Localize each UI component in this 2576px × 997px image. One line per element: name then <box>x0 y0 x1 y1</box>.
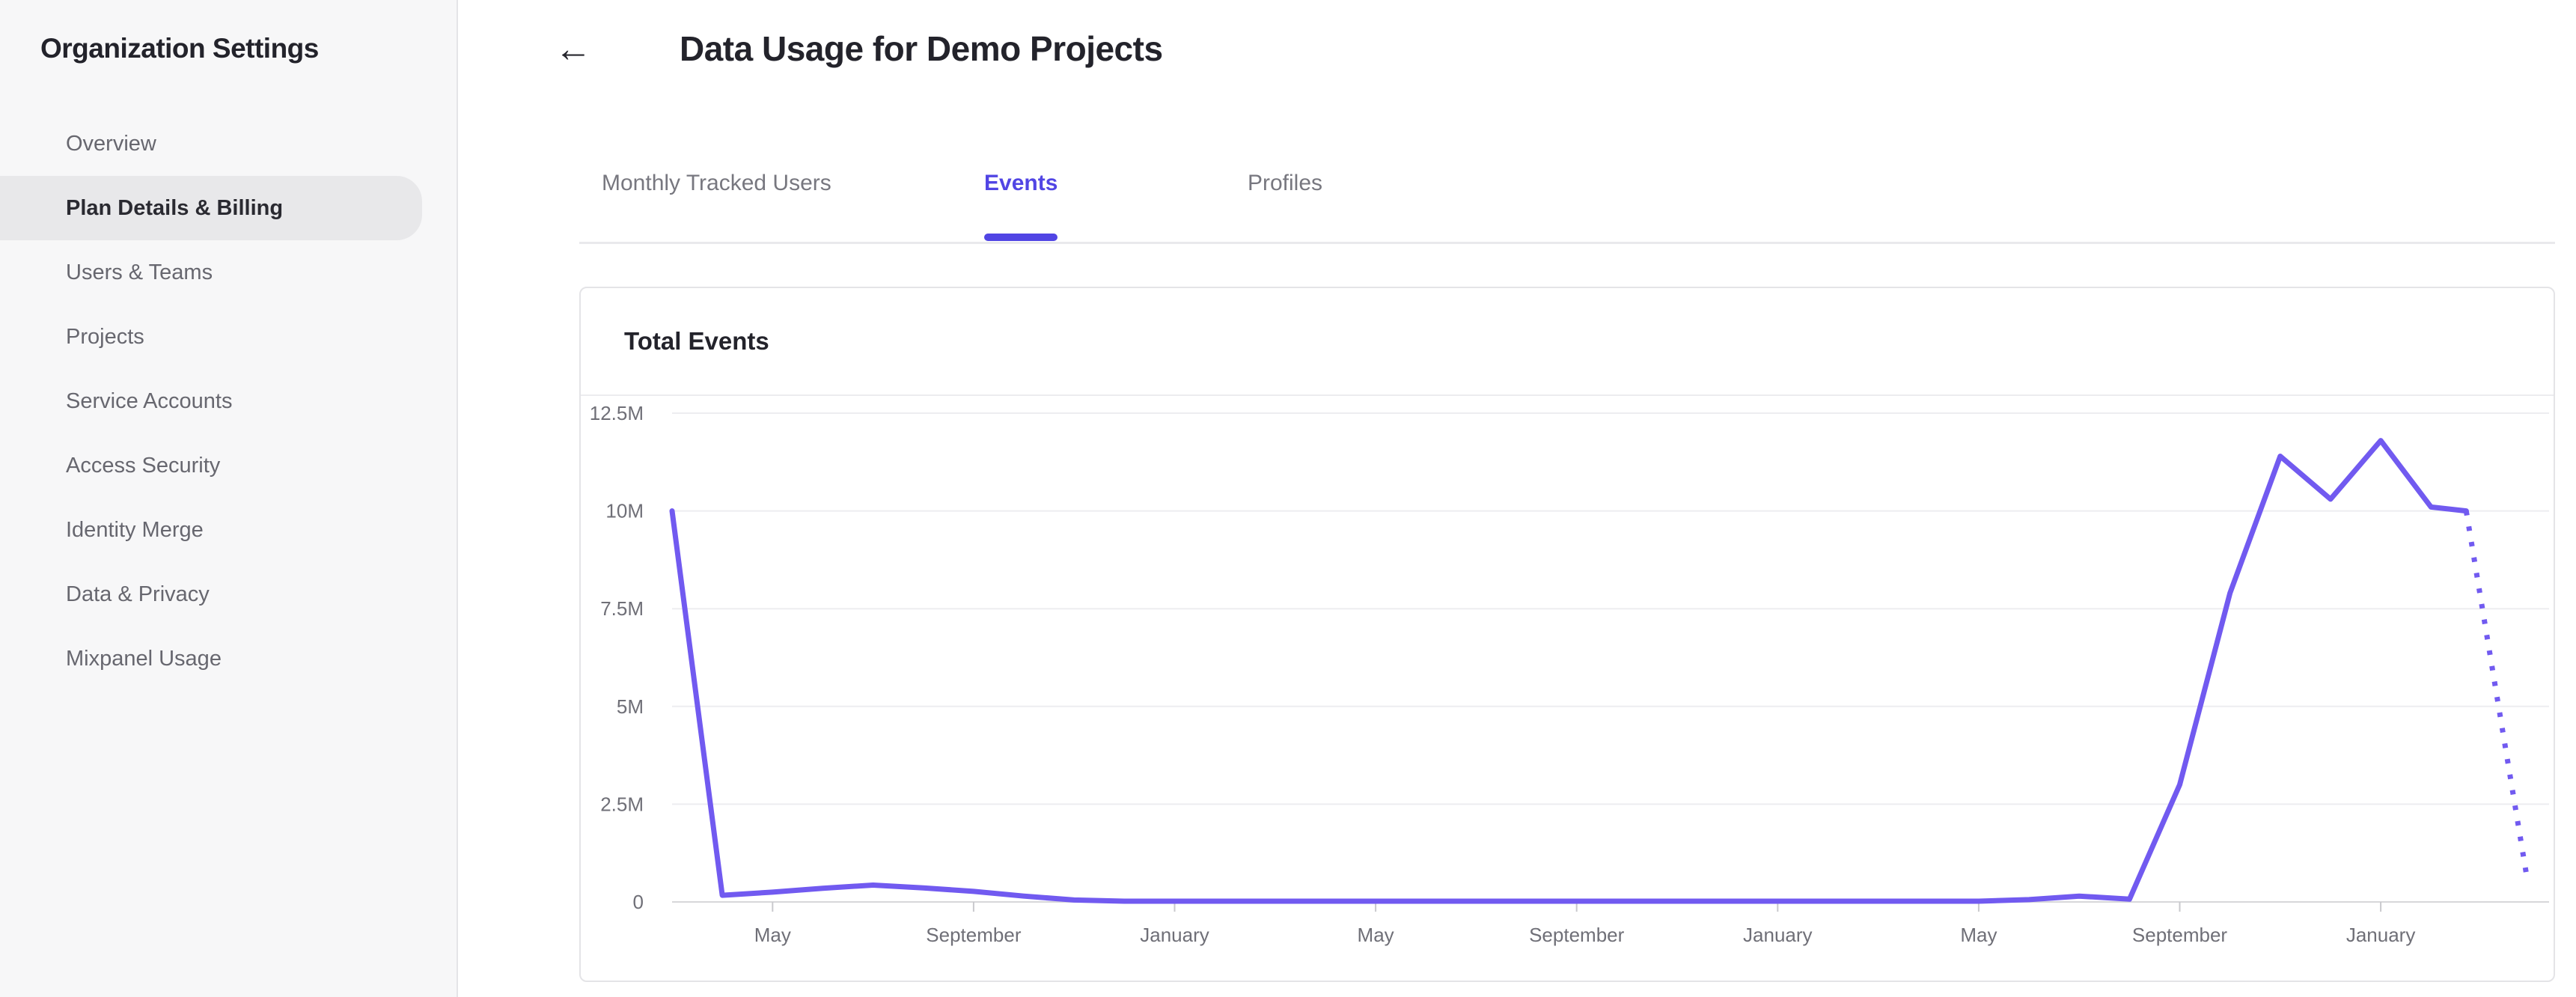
svg-text:10M: 10M <box>605 500 644 522</box>
svg-text:May: May <box>754 924 791 946</box>
sidebar-item-mixpanel-usage[interactable]: Mixpanel Usage <box>0 626 458 691</box>
sidebar-item-data-privacy[interactable]: Data & Privacy <box>0 562 458 626</box>
total-events-projection-dotted-line <box>2463 510 2530 875</box>
svg-text:September: September <box>2132 924 2228 946</box>
svg-text:January: January <box>1743 924 1813 946</box>
svg-text:September: September <box>1529 924 1625 946</box>
sidebar-nav: Overview Plan Details & Billing Users & Te… <box>0 112 458 691</box>
svg-text:May: May <box>1960 924 1997 946</box>
y-axis-labels: 0 2.5M 5M 7.5M 10M 12.5M <box>590 402 644 913</box>
tab-monthly-tracked-users[interactable]: Monthly Tracked Users <box>602 171 831 195</box>
sidebar-item-label: Data & Privacy <box>66 582 210 606</box>
total-events-line <box>669 438 2469 904</box>
sidebar-item-label: Identity Merge <box>66 517 204 542</box>
gridlines <box>672 412 2549 903</box>
sidebar-item-label: Mixpanel Usage <box>66 646 222 671</box>
sidebar-item-label: Overview <box>66 131 156 156</box>
svg-text:7.5M: 7.5M <box>600 597 644 620</box>
tab-events[interactable]: Events <box>984 171 1058 195</box>
card-title: Total Events <box>624 327 769 355</box>
sidebar-item-label: Plan Details & Billing <box>66 195 284 220</box>
x-axis-labels: May September January May September January Ma… <box>754 924 2416 946</box>
sidebar-item-users-teams[interactable]: Users & Teams <box>0 240 458 305</box>
sidebar-item-projects[interactable]: Projects <box>0 305 458 369</box>
svg-text:January: January <box>2346 924 2416 946</box>
sidebar-title: Organization Settings <box>40 33 319 64</box>
sidebar-item-label: Access Security <box>66 453 221 478</box>
svg-text:2.5M: 2.5M <box>600 793 644 815</box>
back-arrow-icon: ← <box>555 28 592 70</box>
svg-text:May: May <box>1358 924 1394 946</box>
sidebar-item-label: Service Accounts <box>66 388 233 413</box>
page-title: Data Usage for Demo Projects <box>680 29 1163 68</box>
card-header: Total Events <box>581 288 2554 396</box>
active-tab-underline <box>984 234 1057 241</box>
sidebar-item-plan-details-billing[interactable]: Plan Details & Billing <box>0 176 422 240</box>
svg-text:September: September <box>926 924 1022 946</box>
sidebar-item-overview[interactable]: Overview <box>0 112 458 176</box>
svg-text:January: January <box>1140 924 1209 946</box>
sidebar-item-service-accounts[interactable]: Service Accounts <box>0 369 458 433</box>
sidebar-item-label: Projects <box>66 324 144 349</box>
sidebar-item-access-security[interactable]: Access Security <box>0 433 458 498</box>
svg-text:5M: 5M <box>617 695 644 718</box>
svg-text:0: 0 <box>633 891 644 913</box>
sidebar: Organization Settings Overview Plan Detai… <box>0 0 458 997</box>
sidebar-item-identity-merge[interactable]: Identity Merge <box>0 498 458 562</box>
tab-profiles[interactable]: Profiles <box>1248 171 1323 195</box>
back-button[interactable]: ← <box>550 25 596 72</box>
usage-card: Total Events <box>579 287 2555 982</box>
tab-divider <box>579 242 2555 244</box>
svg-text:12.5M: 12.5M <box>590 402 644 424</box>
sidebar-item-label: Users & Teams <box>66 260 213 284</box>
